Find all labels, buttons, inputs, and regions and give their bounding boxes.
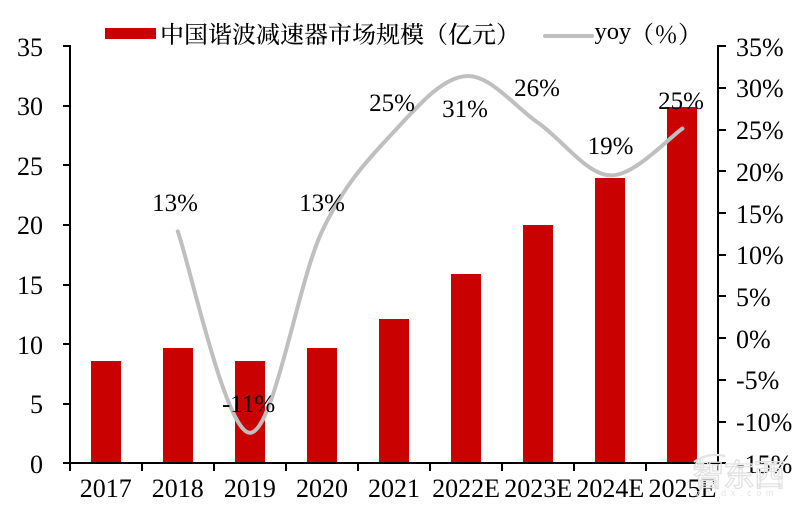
svg-text:zhidx.com: zhidx.com (696, 488, 778, 498)
